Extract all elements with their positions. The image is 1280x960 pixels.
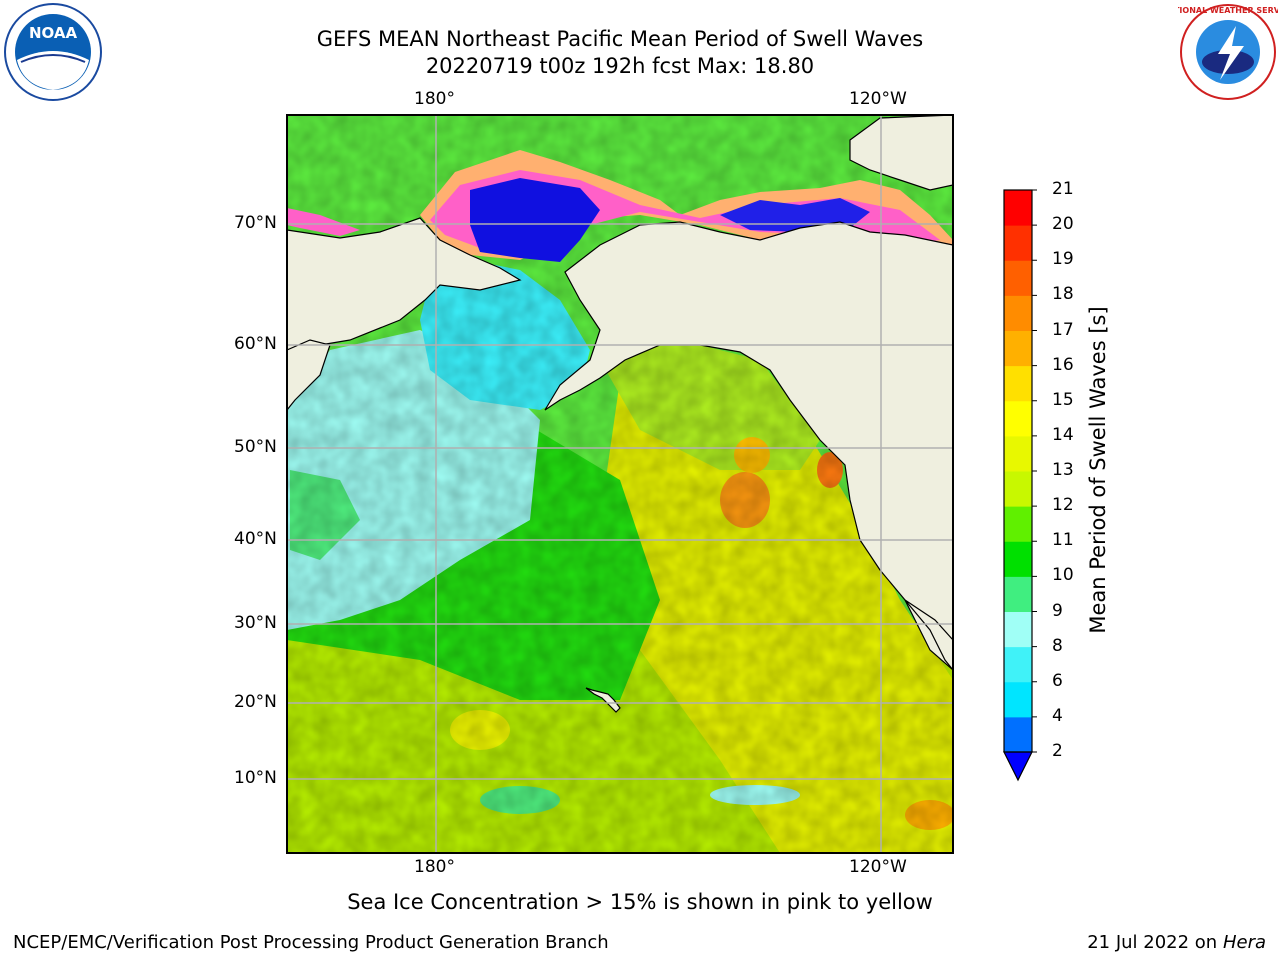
colorbar-tick-label: 20: [1052, 214, 1074, 235]
footer-host: Hera: [1222, 932, 1266, 953]
footer-credit: NCEP/EMC/Verification Post Processing Pr…: [13, 932, 609, 953]
lat-label-50n: 50°N: [234, 437, 277, 457]
lat-label-30n: 30°N: [234, 613, 277, 633]
nws-logo: NATIONAL WEATHER SERVICE: [1178, 4, 1278, 100]
lat-label-40n: 40°N: [234, 529, 277, 549]
colorbar-tick-label: 4: [1052, 705, 1063, 726]
lat-label-70n: 70°N: [234, 213, 277, 233]
colorbar-segment: [1004, 716, 1032, 753]
colorbar-tick-label: 14: [1052, 424, 1074, 445]
chart-title: GEFS MEAN Northeast Pacific Mean Period …: [316, 27, 924, 51]
colorbar-segment: [1004, 506, 1032, 542]
colorbar-tick-label: 15: [1052, 389, 1074, 410]
colorbar-tick-label: 12: [1052, 495, 1074, 516]
noaa-logo-text: NOAA: [29, 24, 78, 42]
colorbar: [1003, 189, 1037, 782]
colorbar-segment: [1004, 260, 1032, 296]
western-arctic-pink: [287, 208, 360, 236]
colorbar-tick-label: 17: [1052, 319, 1074, 340]
colorbar-title: Mean Period of Swell Waves [s]: [1086, 306, 1110, 634]
colorbar-segment: [1004, 330, 1032, 367]
arctic-low-period: [470, 178, 600, 262]
colorbar-tick-label: 8: [1052, 635, 1063, 656]
map-border: [286, 114, 954, 854]
land-alaska-canada: [544, 221, 953, 671]
lat-label-20n: 20°N: [234, 692, 277, 712]
land-arctic-islands: [849, 115, 953, 191]
colorbar-segment: [1004, 471, 1032, 507]
colorbar-segment: [1004, 365, 1032, 402]
lon-label-top-180: 180°: [414, 89, 455, 109]
colorbar-tick-label: 9: [1052, 600, 1063, 621]
footer-date-text: 21 Jul 2022 on: [1087, 932, 1218, 953]
colorbar-tick-label: 13: [1052, 460, 1074, 480]
colorbar-tick-label: 19: [1052, 249, 1074, 270]
footer-date: 21 Jul 2022 on Hera: [1087, 932, 1266, 953]
colorbar-segment: [1004, 225, 1032, 261]
colorbar-segment: [1004, 611, 1032, 648]
colorbar-segment: [1004, 681, 1032, 718]
colorbar-tick-label: 2: [1052, 741, 1063, 761]
colorbar-segment: [1004, 646, 1032, 683]
colorbar-tick-label: 11: [1052, 530, 1074, 551]
colorbar-tick-label: 6: [1052, 670, 1063, 691]
lon-label-bottom-180: 180°: [414, 857, 455, 877]
gridlines: [287, 115, 953, 853]
sea-ice-caption: Sea Ice Concentration > 15% is shown in …: [347, 890, 933, 914]
colorbar-tick-label: 16: [1052, 354, 1074, 375]
colorbar-segment: [1004, 576, 1032, 612]
colorbar-segment: [1004, 435, 1032, 472]
colorbar-segment: [1004, 190, 1032, 226]
nws-logo-text: NATIONAL WEATHER SERVICE: [1178, 6, 1278, 15]
chart-subtitle: 20220719 t00z 192h fcst Max: 18.80: [425, 54, 815, 78]
lon-label-bottom-120w: 120°W: [849, 857, 907, 877]
colorbar-segment: [1004, 295, 1032, 331]
lon-label-top-120w: 120°W: [849, 89, 907, 109]
land-hawaii: [585, 687, 621, 713]
colorbar-segment: [1004, 400, 1032, 437]
colorbar-tick-label: 21: [1052, 179, 1074, 199]
land-siberia: [287, 217, 522, 351]
land-kamchatka: [287, 339, 331, 411]
colorbar-segment: [1004, 541, 1032, 577]
colorbar-under-arrow: [1003, 751, 1033, 782]
colorbar-tick-label: 10: [1052, 565, 1074, 586]
colorbar-tick-label: 18: [1052, 284, 1074, 305]
land-baja: [904, 599, 953, 671]
lat-label-10n: 10°N: [234, 768, 277, 788]
noaa-logo: NOAA: [4, 3, 102, 101]
lat-label-60n: 60°N: [234, 334, 277, 354]
